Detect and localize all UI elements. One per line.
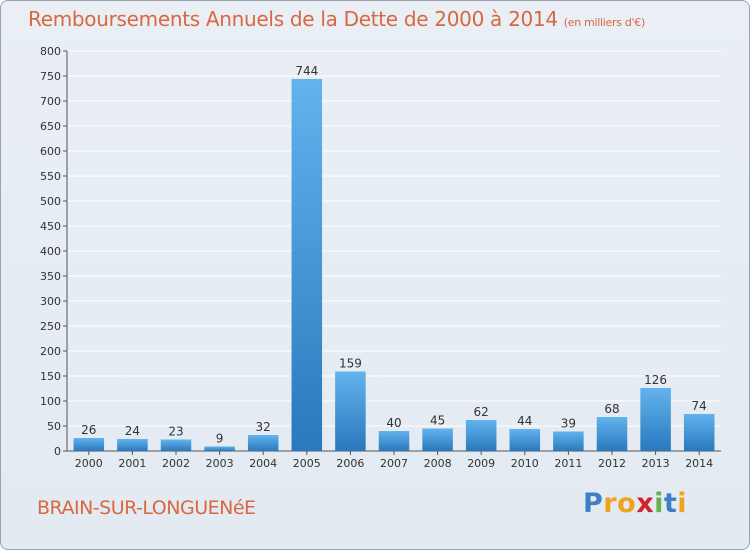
y-tick-label: 450 [40,220,61,233]
bar [117,439,148,451]
bar-value-label: 74 [692,399,707,413]
bar [378,431,410,451]
logo-letter: i [677,488,688,519]
y-tick-label: 250 [40,320,61,333]
town-name: BRAIN-SUR-LONGUENéE [37,497,256,519]
y-tick-label: 50 [47,420,61,433]
bar-value-label: 39 [561,417,576,431]
chart-unit: (en milliers d'€) [563,16,645,29]
x-tick-label: 2002 [162,457,190,470]
logo-letter: o [617,488,637,519]
y-tick-label: 700 [40,95,61,108]
bar-value-label: 32 [256,420,271,434]
x-tick-label: 2013 [642,457,670,470]
logo-letter: t [663,488,678,519]
y-tick-label: 600 [40,145,61,158]
x-tick-label: 2003 [206,457,234,470]
x-tick-label: 2007 [380,457,408,470]
bar [640,388,671,451]
logo-letter: r [603,488,618,519]
y-tick-label: 650 [40,120,61,133]
chart-title-text: Remboursements Annuels de la Dette de 20… [28,7,558,31]
bar [247,435,279,451]
chart-title: Remboursements Annuels de la Dette de 20… [28,7,645,31]
bar-value-label: 23 [168,425,183,439]
y-tick-label: 350 [40,270,61,283]
bar-value-label: 68 [604,402,619,416]
y-tick-label: 0 [54,445,61,458]
x-tick-label: 2011 [554,457,582,470]
y-tick-label: 400 [40,245,61,258]
bar [291,79,323,451]
y-tick-label: 500 [40,195,61,208]
x-tick-label: 2000 [75,457,103,470]
bar-value-label: 9 [216,432,224,446]
bar-value-label: 44 [517,414,532,428]
bar-value-label: 45 [430,414,445,428]
bar-value-label: 62 [474,405,489,419]
logo-letter: i [654,488,664,519]
bar [73,438,105,451]
bar-value-label: 40 [386,416,401,430]
logo-letter: x [636,488,655,519]
y-tick-label: 800 [40,45,61,58]
bar [509,429,541,451]
y-tick-label: 750 [40,70,61,83]
bar [422,428,453,451]
x-tick-label: 2014 [685,457,713,470]
x-tick-label: 2012 [598,457,626,470]
bar [335,371,366,451]
x-tick-label: 2006 [336,457,364,470]
bar [204,446,235,451]
x-tick-label: 2004 [249,457,277,470]
bar [553,431,584,451]
bar [596,417,628,451]
y-tick-label: 200 [40,345,61,358]
bar-value-label: 126 [644,373,667,387]
bar [683,414,715,451]
y-tick-label: 100 [40,395,61,408]
bar-value-label: 744 [295,64,318,78]
y-tick-label: 300 [40,295,61,308]
logo-letter: P [583,488,604,519]
bar-value-label: 159 [339,357,362,371]
bar-value-label: 26 [81,423,96,437]
x-tick-label: 2001 [118,457,146,470]
bar [160,439,192,451]
bar-value-label: 24 [125,424,140,438]
proxiti-logo: Proxiti [583,488,687,519]
y-tick-label: 550 [40,170,61,183]
x-tick-label: 2005 [293,457,321,470]
x-tick-label: 2010 [511,457,539,470]
x-tick-label: 2009 [467,457,495,470]
y-tick-label: 150 [40,370,61,383]
bar [465,420,497,451]
x-tick-label: 2008 [424,457,452,470]
